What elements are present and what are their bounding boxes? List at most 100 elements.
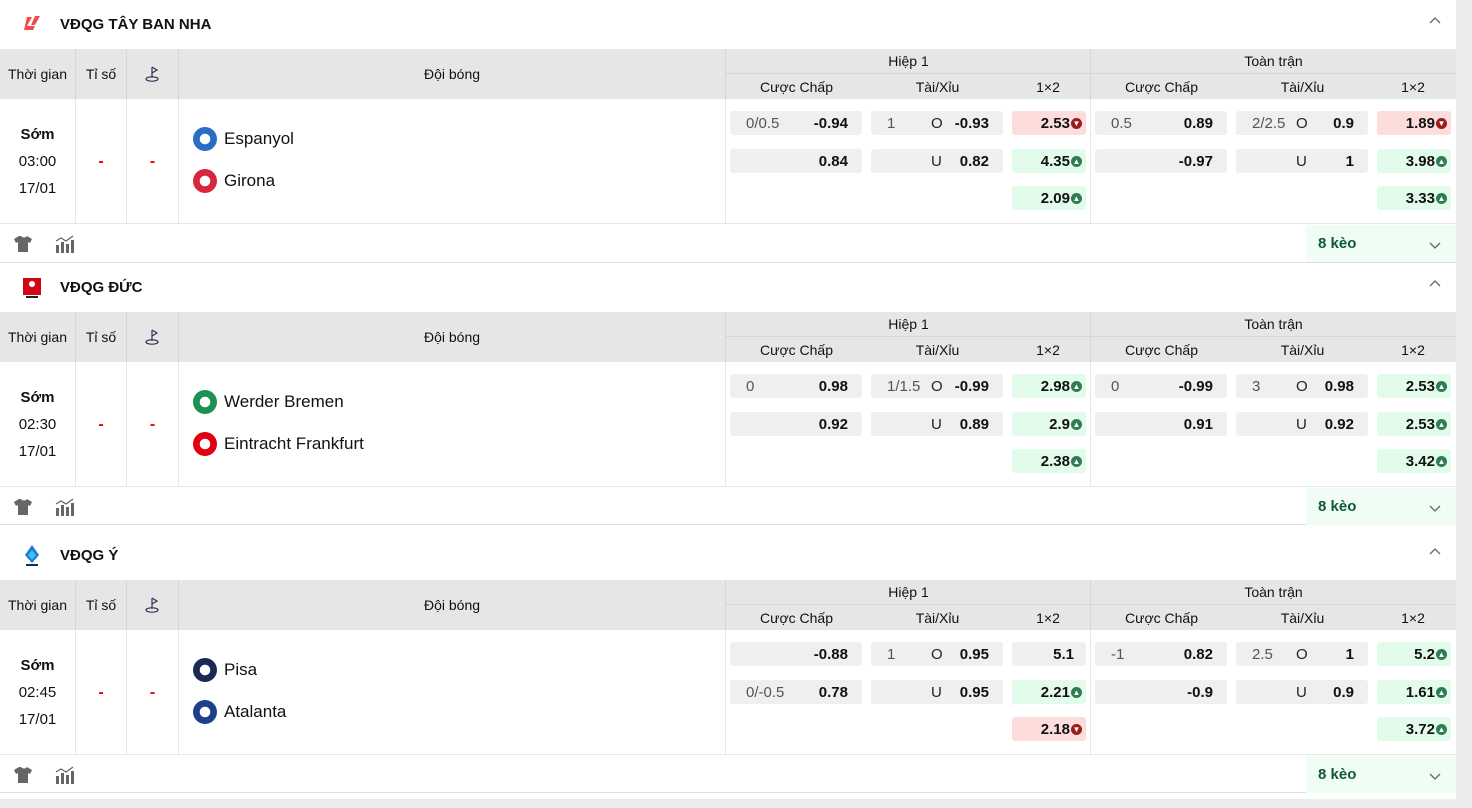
score: -	[76, 99, 127, 224]
league-header[interactable]: VĐQG ĐỨC	[0, 263, 1456, 312]
over-under-odds-button[interactable]: 2.5 O 1	[1236, 642, 1368, 666]
over-under-odds-button[interactable]: U 0.95	[871, 680, 1003, 704]
handicap-line: 0.5	[1111, 114, 1132, 132]
handicap-odds-button[interactable]: 0.5 0.89	[1095, 111, 1227, 135]
handicap-odds-button[interactable]: 0 -0.99	[1095, 374, 1227, 398]
more-odds-button[interactable]: 8 kèo	[1306, 756, 1456, 793]
1x2-odds-button[interactable]: 2.53 ▲	[1377, 374, 1451, 398]
handicap-odd: 0.78	[818, 683, 848, 701]
over-under-odds-button[interactable]: 2/2.5 O 0.9	[1236, 111, 1368, 135]
handicap-odds-button[interactable]: 0.84	[730, 149, 862, 173]
handicap-odds-button[interactable]: 0/0.5 -0.94	[730, 111, 862, 135]
away-team[interactable]: Girona	[193, 169, 275, 193]
over-under-odds-button[interactable]: 1 O -0.93	[871, 111, 1003, 135]
home-team[interactable]: Espanyol	[193, 127, 294, 151]
over-under-odds-button[interactable]: U 0.82	[871, 149, 1003, 173]
col-over-under: Tài/Xỉu	[915, 609, 960, 626]
1x2-odds-button[interactable]: 2.53 ▲	[1377, 412, 1451, 436]
shirt-icon[interactable]	[13, 234, 33, 259]
handicap-line: 0	[746, 377, 755, 395]
more-odds-button[interactable]: 8 kèo	[1306, 488, 1456, 525]
1x2-odds-button[interactable]: 3.72 ▲	[1377, 717, 1451, 741]
over-under-odds-button[interactable]: U 0.92	[1236, 412, 1368, 436]
away-team-logo	[193, 700, 217, 724]
col-time: Thời gian	[0, 580, 76, 630]
stats-chart-icon[interactable]	[55, 234, 77, 259]
handicap-odd: -0.94	[813, 114, 848, 132]
over-under-odds-button[interactable]: U 0.89	[871, 412, 1003, 436]
home-team-name: Werder Bremen	[224, 392, 344, 411]
home-team[interactable]: Pisa	[193, 658, 257, 682]
1x2-odd: 2.98	[1040, 377, 1070, 395]
match-status: Sớm	[20, 657, 55, 674]
total-odd: -0.93	[954, 114, 989, 132]
col-over-under: Tài/Xỉu	[915, 78, 960, 95]
chevron-up-icon[interactable]	[1428, 14, 1444, 30]
1x2-odds-button[interactable]: 3.33 ▲	[1377, 186, 1451, 210]
1x2-odds-button[interactable]: 4.35 ▲	[1012, 149, 1086, 173]
over-under-side: U	[1296, 152, 1307, 170]
stats-chart-icon[interactable]	[55, 765, 77, 790]
1x2-odds-button[interactable]: 2.09 ▲	[1012, 186, 1086, 210]
handicap-odds-button[interactable]: 0/-0.5 0.78	[730, 680, 862, 704]
handicap-odds-button[interactable]: 0.91	[1095, 412, 1227, 436]
match-row[interactable]: Sớm 02:30 17/01 - - Werder Bremen Eintra…	[0, 362, 1456, 487]
1x2-odds-button[interactable]: 1.61 ▲	[1377, 680, 1451, 704]
corners: -	[127, 630, 179, 755]
handicap-odds-button[interactable]: -0.97	[1095, 149, 1227, 173]
over-under-odds-button[interactable]: 1/1.5 O -0.99	[871, 374, 1003, 398]
1x2-odds-button[interactable]: 2.18 ▼	[1012, 717, 1086, 741]
home-team[interactable]: Werder Bremen	[193, 390, 344, 414]
home-team-logo	[193, 658, 217, 682]
stats-chart-icon[interactable]	[55, 497, 77, 522]
table-header: Thời gian Tỉ số Đội bóng Hiệp 1 Cược Chấ…	[0, 49, 1456, 99]
col-score: Tỉ số	[76, 49, 127, 99]
handicap-odds-button[interactable]: -0.9	[1095, 680, 1227, 704]
1x2-odd: 1.61	[1405, 683, 1435, 701]
1x2-odds-button[interactable]: 2.53 ▼	[1012, 111, 1086, 135]
league-header[interactable]: VĐQG Ý	[0, 531, 1456, 580]
1x2-odds-button[interactable]: 3.98 ▲	[1377, 149, 1451, 173]
1x2-odds-button[interactable]: 3.42 ▲	[1377, 449, 1451, 473]
over-under-odds-button[interactable]: U 0.9	[1236, 680, 1368, 704]
match-row[interactable]: Sớm 02:45 17/01 - - Pisa Atalanta -0.88 1…	[0, 630, 1456, 755]
col-team: Đội bóng	[179, 580, 726, 630]
away-team[interactable]: Eintracht Frankfurt	[193, 432, 364, 456]
1x2-odds-button[interactable]: 2.98 ▲	[1012, 374, 1086, 398]
1x2-odd: 2.38	[1040, 452, 1070, 470]
1x2-odds-button[interactable]: 2.38 ▲	[1012, 449, 1086, 473]
league-header[interactable]: VĐQG TÂY BAN NHA	[0, 0, 1456, 49]
1x2-odds-button[interactable]: 1.89 ▼	[1377, 111, 1451, 135]
shirt-icon[interactable]	[13, 497, 33, 522]
1x2-odds-button[interactable]: 2.9 ▲	[1012, 412, 1086, 436]
chevron-up-icon[interactable]	[1428, 545, 1444, 561]
arrow-up-icon: ▲	[1436, 380, 1447, 392]
over-under-odds-button[interactable]: 1 O 0.95	[871, 642, 1003, 666]
more-odds-button[interactable]: 8 kèo	[1306, 225, 1456, 262]
handicap-odds-button[interactable]: -1 0.82	[1095, 642, 1227, 666]
col-over-under: Tài/Xỉu	[1280, 341, 1325, 358]
total-odd: 0.9	[1333, 114, 1354, 132]
away-team[interactable]: Atalanta	[193, 700, 286, 724]
1x2-odds-button[interactable]: 5.1	[1012, 642, 1086, 666]
chevron-up-icon[interactable]	[1428, 277, 1444, 293]
shirt-icon[interactable]	[13, 765, 33, 790]
1x2-odds-button[interactable]: 5.2 ▲	[1377, 642, 1451, 666]
match-row[interactable]: Sớm 03:00 17/01 - - Espanyol Girona 0/0.…	[0, 99, 1456, 224]
handicap-odd: 0.82	[1183, 645, 1213, 663]
handicap-odds-button[interactable]: -0.88	[730, 642, 862, 666]
handicap-odds-button[interactable]: 0 0.98	[730, 374, 862, 398]
fulltime-label: Toàn trận	[1091, 49, 1456, 74]
total-odd: 1	[1345, 152, 1354, 170]
half1-label: Hiệp 1	[726, 49, 1091, 74]
total-odd: 0.89	[959, 415, 989, 433]
col-time: Thời gian	[0, 312, 76, 362]
1x2-odds-button[interactable]: 2.21 ▲	[1012, 680, 1086, 704]
col-handicap: Cược Chấp	[759, 341, 834, 358]
handicap-odd: 0.84	[818, 152, 848, 170]
arrow-up-icon: ▲	[1436, 192, 1447, 204]
over-under-odds-button[interactable]: 3 O 0.98	[1236, 374, 1368, 398]
fulltime-group: Toàn trận Cược Chấp Tài/Xỉu 1×2	[1091, 49, 1456, 99]
handicap-odds-button[interactable]: 0.92	[730, 412, 862, 436]
